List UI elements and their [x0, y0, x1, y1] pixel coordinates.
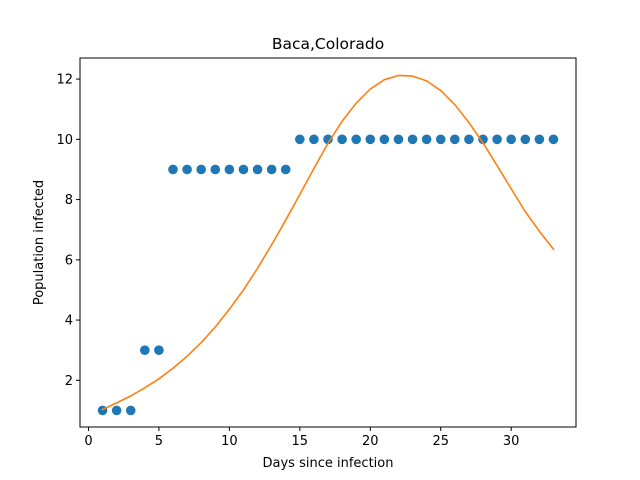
- data-point: [534, 134, 545, 145]
- fit-curve-line: [101, 74, 555, 411]
- x-tick-label: 5: [155, 434, 163, 449]
- y-tick-label: 12: [56, 73, 73, 88]
- marks-layer: [97, 74, 559, 416]
- data-point: [125, 405, 136, 416]
- data-point: [492, 134, 502, 145]
- data-point: [238, 164, 249, 175]
- data-point: [464, 134, 474, 145]
- chart-title: Baca,Colorado: [272, 35, 384, 53]
- data-point: [280, 164, 291, 175]
- y-tick-label: 8: [65, 193, 73, 208]
- y-axis-label: Population infected: [32, 180, 47, 305]
- data-point: [323, 134, 333, 145]
- data-point: [365, 134, 376, 145]
- x-tick-label: 25: [432, 434, 449, 449]
- x-tick-label: 15: [292, 434, 309, 449]
- data-point: [210, 164, 221, 175]
- data-point: [379, 134, 390, 145]
- y-tick-label: 4: [65, 314, 73, 329]
- data-point: [393, 134, 404, 145]
- data-point: [295, 134, 305, 145]
- data-point: [351, 134, 361, 145]
- data-point: [435, 134, 446, 145]
- x-axis-label: Days since infection: [263, 456, 394, 471]
- data-point: [407, 134, 418, 145]
- data-point: [196, 164, 206, 175]
- data-point: [506, 134, 516, 145]
- data-point: [548, 134, 559, 145]
- data-point: [252, 164, 263, 175]
- data-point: [450, 134, 460, 145]
- data-point: [182, 164, 192, 175]
- y-tick-label: 10: [56, 133, 73, 148]
- data-point: [520, 134, 531, 145]
- x-tick-label: 0: [84, 434, 92, 449]
- y-tick-label: 6: [65, 253, 73, 268]
- data-point: [140, 345, 150, 355]
- plot-area: [79, 57, 577, 428]
- x-tick-label: 10: [221, 434, 238, 449]
- data-point: [154, 345, 164, 355]
- x-axis: 0 5 10 15 20 25 30: [84, 427, 519, 449]
- x-tick-label: 20: [362, 434, 379, 449]
- data-point: [309, 134, 319, 145]
- y-axis: 2 4 6 8 10 12: [56, 73, 80, 389]
- data-point: [421, 134, 432, 145]
- data-point: [224, 164, 235, 175]
- data-point: [478, 134, 488, 145]
- y-tick-label: 2: [65, 374, 73, 389]
- data-point: [266, 164, 277, 175]
- data-point: [168, 164, 178, 175]
- data-point: [337, 134, 347, 145]
- axes-frame: [79, 57, 577, 428]
- data-point: [111, 405, 122, 416]
- x-tick-label: 30: [503, 434, 520, 449]
